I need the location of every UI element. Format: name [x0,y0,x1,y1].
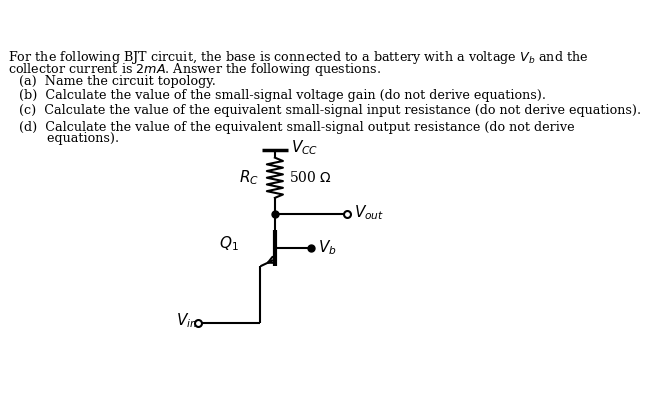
Text: collector current is $2mA$. Answer the following questions.: collector current is $2mA$. Answer the f… [8,61,381,78]
Text: $V_{out}$: $V_{out}$ [354,204,384,222]
Text: For the following BJT circuit, the base is connected to a battery with a voltage: For the following BJT circuit, the base … [8,49,588,66]
Text: $V_{CC}$: $V_{CC}$ [291,139,318,157]
Text: $V_{in}$: $V_{in}$ [176,312,198,330]
Text: equations).: equations). [19,132,119,145]
Text: $R_C$: $R_C$ [239,169,259,187]
Text: $Q_1$: $Q_1$ [219,235,238,254]
Text: $V_b$: $V_b$ [318,238,336,257]
Text: (c)  Calculate the value of the equivalent small-signal input resistance (do not: (c) Calculate the value of the equivalen… [19,104,641,117]
Text: (a)  Name the circuit topology.: (a) Name the circuit topology. [19,75,216,88]
Text: (d)  Calculate the value of the equivalent small-signal output resistance (do no: (d) Calculate the value of the equivalen… [19,121,575,134]
Text: 500 $\Omega$: 500 $\Omega$ [289,170,332,185]
Text: (b)  Calculate the value of the small-signal voltage gain (do not derive equatio: (b) Calculate the value of the small-sig… [19,89,546,102]
